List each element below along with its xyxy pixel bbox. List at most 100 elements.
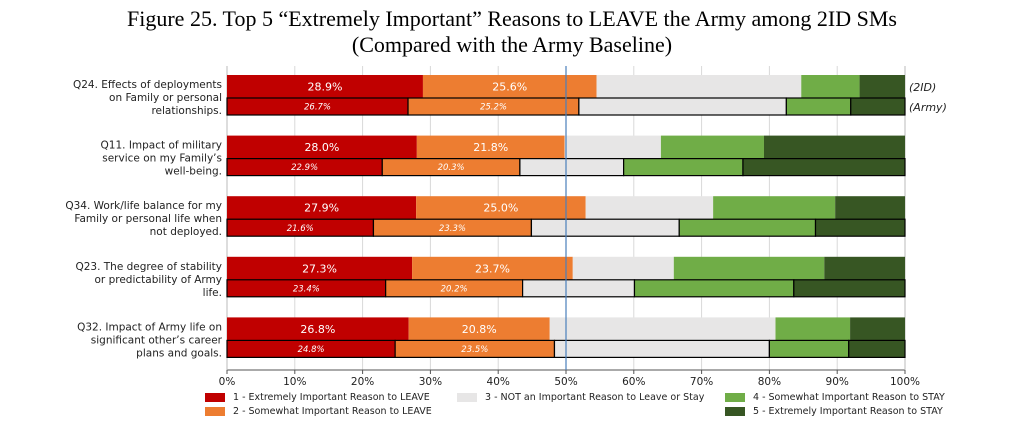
bar-segment-2id-1 — [227, 256, 413, 280]
bar-segment-2id-1 — [227, 135, 417, 159]
bar-segment-army-3 — [522, 279, 636, 298]
x-tick-label: 50% — [554, 376, 577, 388]
category-label: not deployed. — [150, 226, 222, 238]
bar-segment-2id-4 — [673, 256, 825, 280]
x-tick-label: 40% — [487, 376, 510, 388]
bar-segment-2id-3 — [564, 135, 661, 159]
bar-segment-army-5 — [793, 279, 906, 298]
x-tick-label: 90% — [826, 376, 849, 388]
data-label: 22.9% — [291, 163, 318, 173]
data-label: 24.8% — [298, 345, 325, 355]
bar-segment-army-4 — [785, 97, 852, 116]
legend-swatch — [725, 393, 745, 402]
category-label: on Family or personal — [109, 92, 222, 104]
category-label: life. — [203, 287, 222, 299]
legend-item: 5 - Extremely Important Reason to STAY — [725, 406, 943, 417]
data-label: 20.3% — [438, 163, 465, 173]
legend-swatch — [205, 393, 225, 402]
chart-subtitle: (Compared with the Army Baseline) — [351, 32, 673, 57]
data-label: 21.8% — [473, 141, 508, 154]
legend-label: 3 - NOT an Important Reason to Leave or … — [485, 392, 705, 403]
bar-segment-2id-5 — [763, 135, 905, 159]
legend-label: 4 - Somewhat Important Reason to STAY — [753, 392, 945, 403]
bar-segment-2id-4 — [775, 317, 851, 341]
data-label: 26.8% — [300, 323, 335, 336]
bar-segment-army-5 — [814, 218, 906, 237]
bar-segment-2id-1 — [227, 317, 409, 341]
bar-segment-army-4 — [678, 218, 817, 237]
bar-segment-2id-1 — [227, 75, 423, 98]
x-tick-label: 30% — [419, 376, 442, 388]
data-label: 25.2% — [480, 103, 507, 113]
data-label: 25.0% — [483, 202, 518, 215]
bar-segment-2id-4 — [801, 75, 860, 98]
data-label: 27.3% — [302, 262, 337, 275]
category-label: relationships. — [151, 105, 222, 117]
bar-segment-army-4 — [623, 158, 744, 177]
legend-swatch — [457, 393, 477, 402]
bar-segment-army-5 — [742, 158, 906, 177]
bar-segment-2id-3 — [549, 317, 776, 341]
category-label: or predictability of Army — [95, 274, 223, 286]
legend-item: 4 - Somewhat Important Reason to STAY — [725, 392, 945, 403]
bar-segment-2id-2 — [416, 196, 586, 220]
category-label: Q24. Effects of deployments — [73, 79, 222, 91]
legend-item: 3 - NOT an Important Reason to Leave or … — [457, 392, 704, 403]
bar-segment-2id-2 — [416, 135, 565, 159]
bar-segment-2id-1 — [227, 196, 417, 220]
chart-title: Figure 25. Top 5 “Extremely Important” R… — [127, 6, 897, 31]
bar-segment-army-5 — [850, 97, 906, 116]
bar-segment-2id-2 — [412, 256, 573, 280]
x-tick-label: 100% — [890, 376, 920, 388]
data-label: 28.9% — [307, 80, 342, 93]
category-label: Q32. Impact of Army life on — [77, 321, 222, 333]
bar-segment-2id-4 — [713, 196, 836, 220]
legend-item: 1 - Extremely Important Reason to LEAVE — [205, 392, 430, 403]
legend-swatch — [725, 407, 745, 416]
bar-segment-2id-3 — [572, 256, 674, 280]
bar-segment-2id-5 — [835, 196, 905, 220]
x-tick-label: 80% — [758, 376, 781, 388]
data-label: 26.7% — [304, 103, 331, 113]
legend-label: 5 - Extremely Important Reason to STAY — [753, 406, 943, 417]
x-tick-label: 70% — [690, 376, 713, 388]
bar-segment-2id-5 — [859, 75, 905, 98]
bar-segment-2id-3 — [585, 196, 714, 220]
bar-segment-army-4 — [768, 339, 850, 358]
data-label: 23.4% — [293, 284, 320, 294]
bar-segment-2id-5 — [850, 317, 905, 341]
bar-segment-army-4 — [633, 279, 795, 298]
category-label: Family or personal life when — [74, 213, 222, 225]
bar-segment-2id-5 — [824, 256, 905, 280]
x-tick-label: 20% — [351, 376, 374, 388]
data-label: 25.6% — [492, 80, 527, 93]
bar-segment-2id-2 — [422, 75, 597, 98]
data-label: 27.9% — [304, 202, 339, 215]
category-label: Q11. Impact of military — [101, 140, 222, 152]
category-label: well-being. — [165, 166, 222, 178]
group-label-2id: (2ID) — [909, 81, 936, 94]
category-label: service on my Family’s — [102, 153, 222, 165]
legend-label: 1 - Extremely Important Reason to LEAVE — [233, 392, 430, 403]
category-label: significant other’s career — [91, 334, 223, 346]
data-label: 20.8% — [462, 323, 497, 336]
bar-segment-army-3 — [519, 158, 625, 177]
data-label: 28.0% — [304, 141, 339, 154]
x-tick-label: 0% — [219, 376, 236, 388]
bar-segment-army-5 — [848, 339, 906, 358]
category-label: plans and goals. — [136, 347, 222, 359]
data-label: 23.5% — [461, 345, 488, 355]
x-tick-label: 60% — [622, 376, 645, 388]
legend-label: 2 - Somewhat Important Reason to LEAVE — [233, 406, 432, 417]
bar-segment-2id-4 — [660, 135, 764, 159]
bar-segment-army-3 — [553, 339, 770, 358]
bar-segment-2id-3 — [596, 75, 802, 98]
bar-segment-2id-2 — [408, 317, 550, 341]
category-label: Q34. Work/life balance for my — [65, 200, 222, 212]
data-label: 20.2% — [441, 284, 468, 294]
data-label: 23.3% — [439, 224, 466, 234]
bar-segment-army-3 — [530, 218, 680, 237]
data-label: 23.7% — [475, 262, 510, 275]
x-tick-label: 10% — [283, 376, 306, 388]
